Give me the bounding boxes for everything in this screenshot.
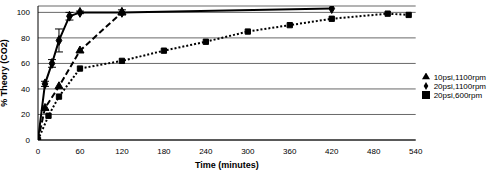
svg-text:420: 420 bbox=[325, 147, 339, 156]
svg-text:240: 240 bbox=[199, 147, 213, 156]
svg-text:20: 20 bbox=[21, 110, 30, 119]
html-text:20psi,600rpm: 20psi,600rpm bbox=[433, 90, 483, 100]
svg-text:100: 100 bbox=[17, 8, 31, 17]
html-text:10psi,1100rpm: 10psi,1100rpm bbox=[433, 72, 486, 82]
svg-text:300: 300 bbox=[241, 147, 255, 156]
svg-text:480: 480 bbox=[367, 147, 381, 156]
svg-text:120: 120 bbox=[115, 147, 129, 156]
svg-text:Time (minutes): Time (minutes) bbox=[195, 160, 259, 170]
svg-text:% Theory (CO2): % Theory (CO2) bbox=[8, 39, 9, 107]
svg-text:540: 540 bbox=[409, 147, 423, 156]
svg-text:40: 40 bbox=[21, 85, 30, 94]
svg-text:0: 0 bbox=[26, 136, 31, 145]
svg-text:60: 60 bbox=[21, 59, 30, 68]
html-text:20psi,1100rpm: 20psi,1100rpm bbox=[433, 81, 486, 91]
svg-text:180: 180 bbox=[157, 147, 171, 156]
svg-text:0: 0 bbox=[36, 147, 41, 156]
svg-text:80: 80 bbox=[21, 34, 30, 43]
svg-text:60: 60 bbox=[76, 147, 85, 156]
svg-text:360: 360 bbox=[283, 147, 297, 156]
